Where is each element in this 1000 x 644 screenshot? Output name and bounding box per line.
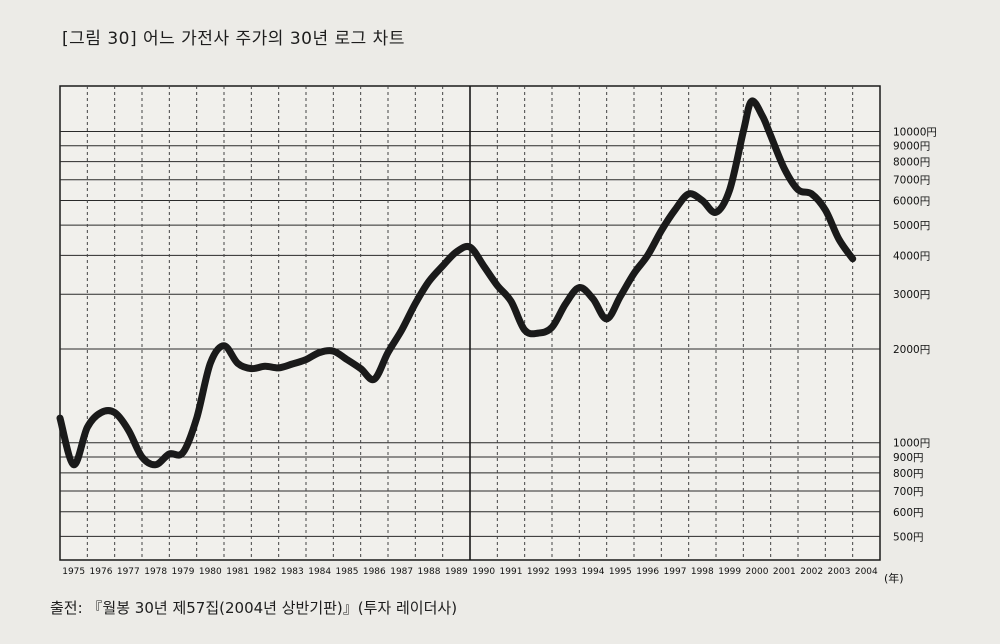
x-tick-label-1992: 1992 <box>527 567 550 577</box>
x-tick-label-1981: 1981 <box>226 567 249 577</box>
y-tick-label-6000: 6000円 <box>893 196 930 208</box>
x-tick-label-1975: 1975 <box>62 567 85 577</box>
series-line-0 <box>56 97 857 469</box>
x-tick-label-1986: 1986 <box>363 567 386 577</box>
x-tick-label-2000: 2000 <box>746 567 769 577</box>
y-tick-label-900: 900円 <box>893 452 924 464</box>
x-tick-label-1989: 1989 <box>445 567 468 577</box>
x-tick-label-1977: 1977 <box>117 567 140 577</box>
y-tick-label-7000: 7000円 <box>893 175 930 187</box>
x-tick-label-1991: 1991 <box>500 567 523 577</box>
x-tick-label-1976: 1976 <box>90 567 113 577</box>
y-tick-label-700: 700円 <box>893 486 924 498</box>
x-tick-label-1978: 1978 <box>144 567 167 577</box>
x-tick-label-1990: 1990 <box>472 567 495 577</box>
x-tick-label-1979: 1979 <box>172 567 195 577</box>
y-tick-label-4000: 4000円 <box>893 250 930 262</box>
x-tick-label-1994: 1994 <box>582 567 605 577</box>
x-tick-label-1988: 1988 <box>418 567 441 577</box>
y-tick-label-8000: 8000円 <box>893 157 930 169</box>
y-tick-label-3000: 3000円 <box>893 289 930 301</box>
x-tick-label-2002: 2002 <box>800 567 823 577</box>
x-tick-label-2003: 2003 <box>828 567 851 577</box>
y-tick-label-9000: 9000円 <box>893 141 930 153</box>
x-tick-label-1995: 1995 <box>609 567 632 577</box>
x-axis-unit: (年) <box>884 571 904 585</box>
x-tick-label-1993: 1993 <box>554 567 577 577</box>
x-tick-label-2004: 2004 <box>855 567 878 577</box>
y-tick-label-600: 600円 <box>893 507 924 519</box>
x-tick-label-1984: 1984 <box>308 567 331 577</box>
x-tick-label-1982: 1982 <box>254 567 277 577</box>
y-tick-label-10000: 10000円 <box>893 127 937 139</box>
y-tick-label-5000: 5000円 <box>893 220 930 232</box>
x-tick-label-1980: 1980 <box>199 567 222 577</box>
x-tick-label-1998: 1998 <box>691 567 714 577</box>
y-tick-label-2000: 2000円 <box>893 344 930 356</box>
x-tick-label-1987: 1987 <box>390 567 413 577</box>
figure-title: [그림 30] 어느 가전사 주가의 30년 로그 차트 <box>62 29 405 49</box>
x-axis-labels: 1975 1976 1977 1978 1979 1980 1981 1982 1983 1984… <box>62 567 878 577</box>
series <box>56 97 857 469</box>
x-tick-label-1983: 1983 <box>281 567 304 577</box>
figure-source: 출전: 『월봉 30년 제57집(2004년 상반기판)』(투자 레이더사) <box>50 599 458 617</box>
x-tick-label-2001: 2001 <box>773 567 796 577</box>
y-tick-label-800: 800円 <box>893 468 924 480</box>
x-tick-label-1997: 1997 <box>664 567 687 577</box>
x-tick-label-1996: 1996 <box>636 567 659 577</box>
x-tick-label-1999: 1999 <box>718 567 741 577</box>
y-axis-labels: 500円 600円 700円 800円 900円 1000円 2000円 3000円 4000円… <box>893 127 937 544</box>
x-tick-label-1985: 1985 <box>336 567 359 577</box>
y-tick-label-1000: 1000円 <box>893 438 930 450</box>
y-tick-label-500: 500円 <box>893 531 924 543</box>
